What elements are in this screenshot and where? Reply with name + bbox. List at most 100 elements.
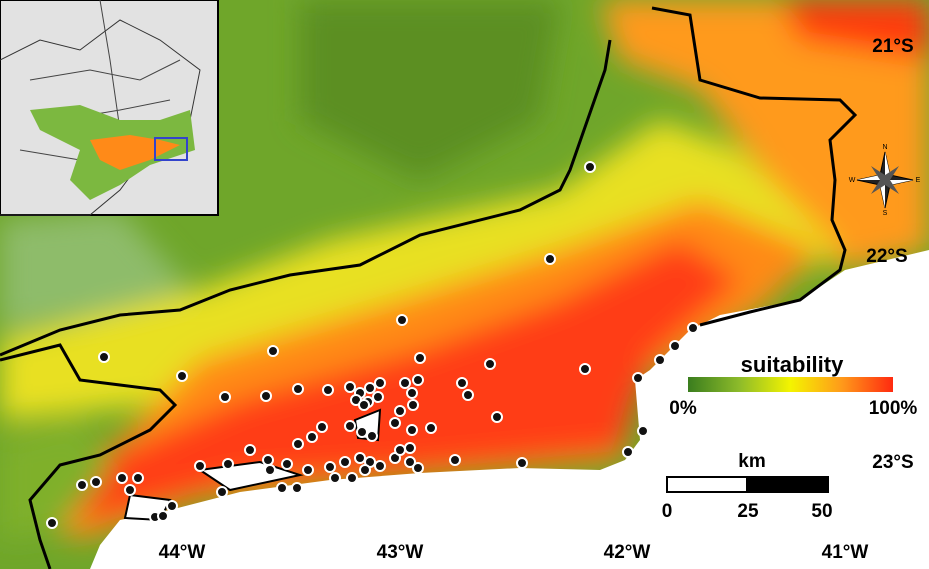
occurrence-point xyxy=(329,472,341,484)
occurrence-point xyxy=(364,382,376,394)
occurrence-point xyxy=(406,424,418,436)
occurrence-point xyxy=(366,430,378,442)
occurrence-point xyxy=(219,391,231,403)
occurrence-point xyxy=(407,399,419,411)
legend: suitability 0% 100% xyxy=(669,352,917,419)
scale-bar: km 0 25 50 xyxy=(662,451,833,522)
occurrence-point xyxy=(324,461,336,473)
occurrence-point xyxy=(462,389,474,401)
occurrence-point xyxy=(76,479,88,491)
occurrence-point xyxy=(374,377,386,389)
scale-label: 0 xyxy=(662,501,673,522)
occurrence-point xyxy=(669,340,681,352)
occurrence-point xyxy=(637,425,649,437)
occurrence-point xyxy=(276,482,288,494)
compass-east: E xyxy=(916,177,921,184)
occurrence-point xyxy=(281,458,293,470)
occurrence-point xyxy=(622,446,634,458)
longitude-label: 41°W xyxy=(822,542,869,563)
occurrence-point xyxy=(449,454,461,466)
occurrence-point xyxy=(359,464,371,476)
occurrence-point xyxy=(399,377,411,389)
occurrence-point xyxy=(222,458,234,470)
occurrence-point xyxy=(484,358,496,370)
occurrence-point xyxy=(404,456,416,468)
occurrence-point xyxy=(374,460,386,472)
occurrence-point xyxy=(316,421,328,433)
legend-title: suitability xyxy=(741,352,844,377)
occurrence-point xyxy=(456,377,468,389)
occurrence-point xyxy=(339,456,351,468)
occurrence-point xyxy=(244,444,256,456)
occurrence-point xyxy=(260,390,272,402)
longitude-label: 44°W xyxy=(159,542,206,563)
occurrence-points xyxy=(46,161,699,529)
occurrence-point xyxy=(491,411,503,423)
occurrence-point xyxy=(344,420,356,432)
occurrence-point xyxy=(344,381,356,393)
latitude-label: 22°S xyxy=(866,246,907,267)
borders xyxy=(0,6,858,569)
latitude-label: 21°S xyxy=(872,36,913,57)
compass: N E S W xyxy=(849,144,921,217)
occurrence-point xyxy=(396,314,408,326)
occurrence-point xyxy=(632,372,644,384)
scale-unit: km xyxy=(738,451,765,472)
occurrence-point xyxy=(302,464,314,476)
occurrence-point xyxy=(394,405,406,417)
occurrence-point xyxy=(404,442,416,454)
occurrence-point xyxy=(292,383,304,395)
inset-map xyxy=(0,0,219,216)
occurrence-point xyxy=(414,352,426,364)
coordinate-labels: 21°S 22°S 23°S 44°W 43°W 42°W 41°W xyxy=(159,36,914,563)
occurrence-point xyxy=(425,422,437,434)
longitude-label: 42°W xyxy=(604,542,651,563)
occurrence-point xyxy=(584,161,596,173)
occurrence-point xyxy=(687,322,699,334)
legend-min: 0% xyxy=(669,398,697,419)
occurrence-point xyxy=(267,345,279,357)
occurrence-point xyxy=(90,476,102,488)
occurrence-point xyxy=(412,462,424,474)
occurrence-point xyxy=(291,482,303,494)
scale-label: 50 xyxy=(811,501,832,522)
occurrence-point xyxy=(389,417,401,429)
compass-west: W xyxy=(849,177,856,184)
occurrence-point xyxy=(354,452,366,464)
occurrence-point xyxy=(124,484,136,496)
occurrence-point xyxy=(356,426,368,438)
occurrence-point xyxy=(516,457,528,469)
latitude-label: 23°S xyxy=(872,452,913,473)
occurrence-point xyxy=(176,370,188,382)
occurrence-point xyxy=(116,472,128,484)
occurrence-point xyxy=(372,391,384,403)
occurrence-point xyxy=(412,374,424,386)
compass-south: S xyxy=(883,210,888,217)
compass-north: N xyxy=(882,144,887,151)
occurrence-point xyxy=(194,460,206,472)
occurrence-point xyxy=(46,517,58,529)
occurrence-point xyxy=(358,399,370,411)
occurrence-point xyxy=(98,351,110,363)
color-bar xyxy=(688,377,893,392)
longitude-label: 43°W xyxy=(377,542,424,563)
occurrence-point xyxy=(306,431,318,443)
occurrence-point xyxy=(292,438,304,450)
occurrence-point xyxy=(264,464,276,476)
occurrence-point xyxy=(157,510,169,522)
occurrence-point xyxy=(654,354,666,366)
occurrence-point xyxy=(322,384,334,396)
occurrence-point xyxy=(394,444,406,456)
occurrence-point xyxy=(262,454,274,466)
occurrence-point xyxy=(216,486,228,498)
occurrence-point xyxy=(579,363,591,375)
occurrence-point xyxy=(132,472,144,484)
occurrence-point xyxy=(544,253,556,265)
scale-label: 25 xyxy=(737,501,759,522)
occurrence-point xyxy=(346,472,358,484)
occurrence-point xyxy=(406,387,418,399)
legend-max: 100% xyxy=(869,398,918,419)
occurrence-point xyxy=(166,500,178,512)
